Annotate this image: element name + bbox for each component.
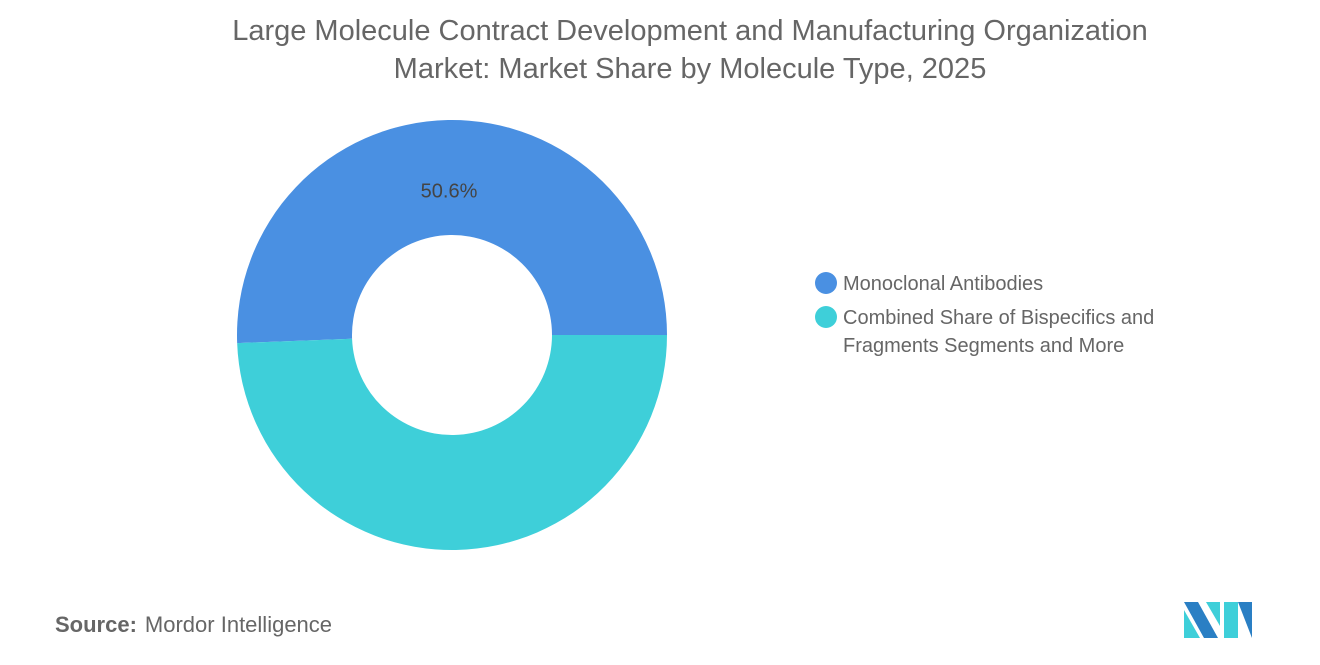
- chart-title: Large Molecule Contract Development and …: [0, 12, 1320, 88]
- title-line-1: Large Molecule Contract Development and …: [232, 15, 1148, 47]
- legend-label: Combined Share of Bispecifics and Fragme…: [843, 307, 1155, 357]
- legend: Monoclonal Antibodies Combined Share of B…: [815, 270, 1215, 366]
- legend-item: Monoclonal Antibodies: [815, 270, 1215, 298]
- source-value: Mordor Intelligence: [144, 612, 333, 637]
- legend-swatch: [815, 272, 837, 294]
- donut-slice: [236, 120, 667, 344]
- legend-item: Combined Share of Bispecifics and Fragme…: [815, 304, 1215, 360]
- source-label: Source:: [55, 612, 137, 637]
- mordor-logo: [1184, 602, 1252, 638]
- legend-swatch: [815, 306, 837, 328]
- donut-slice: [237, 335, 667, 551]
- source: Source: Mordor Intelligence: [55, 612, 332, 638]
- title-line-2: Market: Market Share by Molecule Type, 2…: [393, 53, 987, 85]
- legend-label: Monoclonal Antibodies: [843, 273, 1044, 295]
- data-label: 50.6%: [421, 181, 478, 203]
